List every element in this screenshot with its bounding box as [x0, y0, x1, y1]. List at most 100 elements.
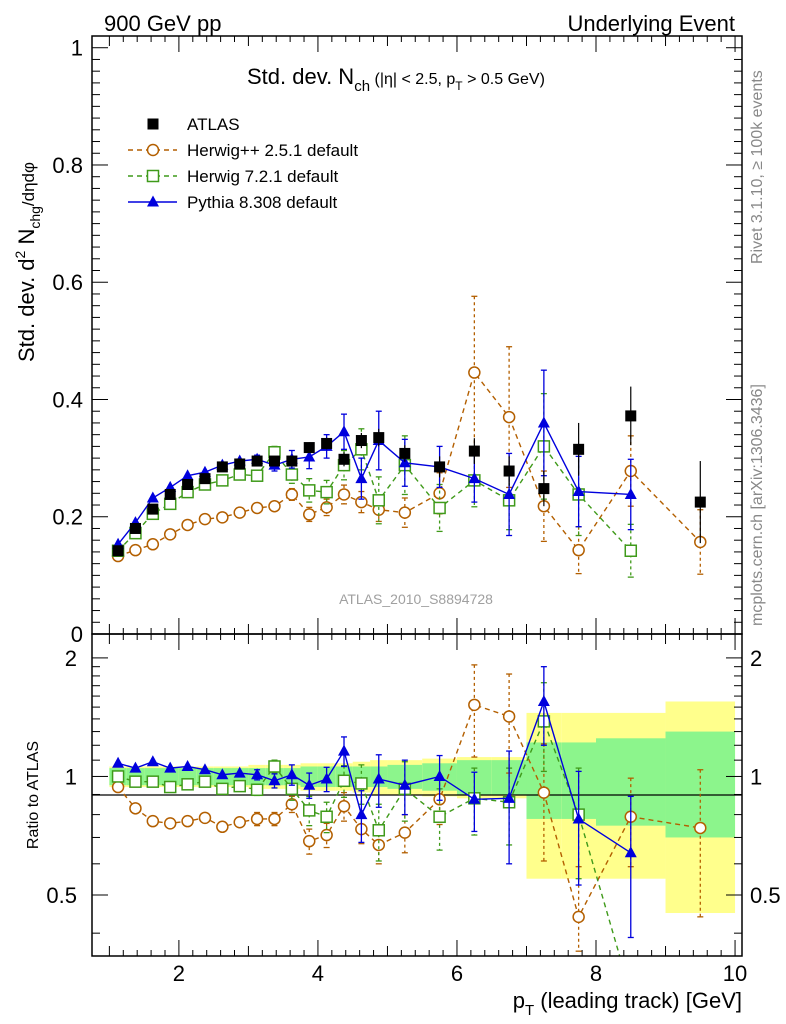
ratio-point: [216, 768, 229, 780]
title-tail: > 0.5 GeV): [463, 71, 545, 88]
data-point: [181, 469, 194, 481]
data-point: [399, 447, 411, 459]
ratio-point: [181, 814, 194, 828]
data-point: [502, 410, 516, 424]
ratio-point: [250, 812, 264, 826]
title-sub2: T: [455, 79, 463, 93]
data-point: [624, 487, 637, 499]
legend-marker: [147, 118, 159, 130]
ratio-uncertainty-bands: [109, 701, 736, 914]
ratio-point: [216, 820, 229, 834]
data-point: [233, 506, 246, 519]
ratio-point: [251, 768, 264, 780]
ratio-point: [468, 698, 481, 712]
data-point: [147, 503, 159, 515]
data-point: [303, 442, 315, 454]
data-point: [373, 432, 385, 444]
ratio-tick-label-right-1: 1: [750, 764, 762, 789]
data-point: [164, 488, 176, 500]
ratio-tick-label-right-2: 2: [750, 646, 762, 671]
data-point: [182, 479, 194, 490]
ratio-axis-ticks: 2 4 6 8 10 0.5 0.5 1 1 2 2: [46, 634, 781, 986]
data-point: [320, 501, 333, 514]
ratio-point: [337, 774, 351, 788]
data-point: [129, 543, 142, 557]
ratio-point: [129, 802, 142, 815]
data-point: [355, 472, 368, 484]
data-point: [199, 473, 211, 485]
data-point: [129, 522, 141, 534]
mcplots-label: mcplots.cern.ch [arXiv:1306.3436]: [749, 384, 766, 626]
data-point: [286, 455, 298, 467]
legend-entry-pythia-8-308-default: Pythia 8.308 default: [128, 193, 338, 212]
data-point: [372, 494, 386, 507]
data-point: [503, 465, 515, 477]
ratio-point: [694, 821, 707, 835]
data-point: [181, 518, 194, 532]
data-point: [302, 508, 316, 521]
x-tick-label-10: 10: [723, 961, 747, 986]
ratio-point: [146, 814, 160, 828]
data-point: [233, 468, 246, 481]
data-point: [303, 450, 316, 462]
data-point: [163, 528, 177, 541]
y-tick-label-0.2: 0.2: [52, 505, 83, 530]
ratio-point: [164, 761, 177, 773]
ratio-point: [181, 778, 194, 791]
data-point: [624, 544, 638, 557]
x-tick-label-2: 2: [173, 961, 185, 986]
x-axis-label: pT (leading track) [GeV]: [513, 988, 742, 1019]
data-point: [250, 501, 264, 515]
data-point: [572, 543, 585, 557]
y-tick-label-0.4: 0.4: [52, 387, 83, 412]
data-point: [338, 425, 351, 437]
data-point: [321, 437, 333, 449]
legend-marker: [146, 143, 160, 157]
ratio-point: [111, 780, 125, 794]
ratio-point: [303, 778, 316, 790]
y-axis-label: Std. dev. d2 Nchg/dηdφ: [12, 162, 43, 362]
ratio-point: [503, 791, 516, 803]
data-point: [355, 435, 367, 447]
ratio-point: [198, 775, 212, 788]
ratio-point: [502, 710, 516, 723]
ratio-point: [337, 800, 351, 813]
series-atlas: [112, 386, 706, 557]
ratio-point: [372, 838, 386, 852]
title-main: Std. dev. N: [247, 64, 354, 89]
legend-entry-atlas: ATLAS: [147, 115, 240, 134]
ratio-point: [355, 777, 368, 790]
header-right: Underlying Event: [567, 11, 735, 36]
ratio-point: [129, 761, 142, 773]
ratio-point: [302, 834, 316, 848]
y-tick-label-1: 1: [71, 36, 83, 61]
ratio-point: [129, 775, 142, 788]
data-point: [573, 443, 585, 455]
data-point: [146, 538, 160, 551]
legend-entry-herwig-2-5-1-default: Herwig++ 2.5.1 default: [128, 141, 358, 160]
xlabel-p: p: [513, 988, 525, 1013]
title-rest: (|η| < 2.5, p: [370, 71, 455, 88]
ratio-point: [233, 816, 246, 829]
data-point: [198, 512, 212, 526]
legend: ATLAS Herwig++ 2.5.1 default Herwig 7.2.1 …: [128, 115, 358, 212]
ratio-point: [433, 769, 446, 781]
chart-title: Std. dev. Nch (|η| < 2.5, pT > 0.5 GeV): [247, 64, 545, 95]
ylabel-sub: chg: [27, 206, 43, 229]
ratio-point: [181, 759, 194, 771]
x-tick-label-8: 8: [590, 961, 602, 986]
series-herwig-2-5-1-default: [111, 295, 707, 575]
ratio-point: [433, 810, 446, 824]
ratio-point: [198, 811, 212, 825]
ratio-point: [163, 817, 177, 830]
ratio-tick-label-2: 2: [65, 646, 77, 671]
data-point: [216, 511, 229, 524]
data-point: [234, 458, 246, 470]
legend-marker: [146, 169, 160, 183]
main-panel: 0 0.2 0.4 0.6 0.8 1 Std. dev. Nch (|η| < 2.5,…: [12, 35, 743, 647]
title-sub: ch: [354, 78, 370, 95]
ratio-point: [320, 828, 333, 842]
data-point: [163, 497, 177, 511]
ratio-point: [250, 783, 264, 797]
